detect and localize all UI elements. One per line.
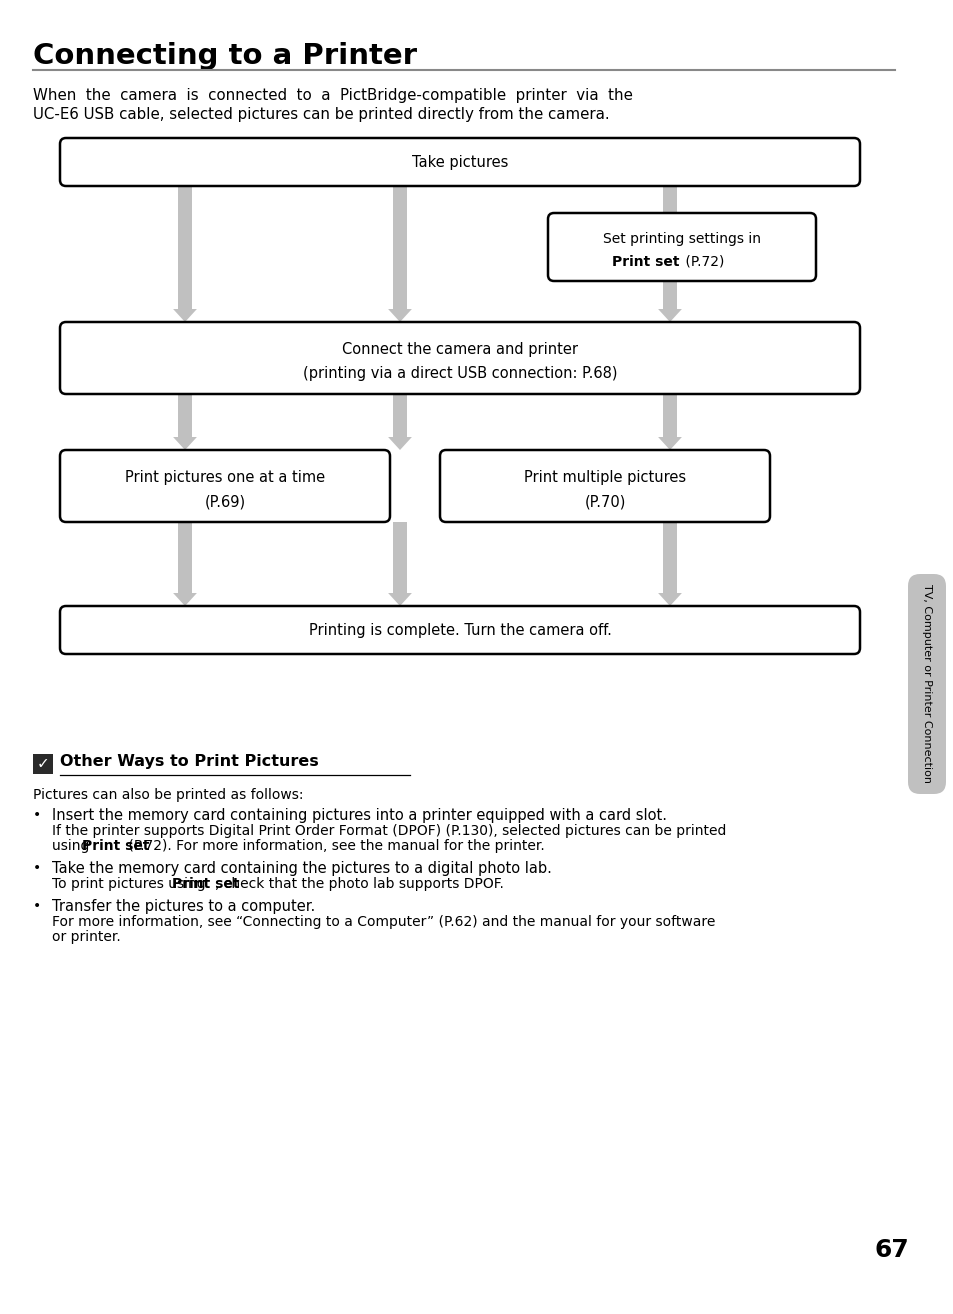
Polygon shape (178, 394, 192, 438)
Text: UC-E6 USB cable, selected pictures can be printed directly from the camera.: UC-E6 USB cable, selected pictures can b… (33, 106, 609, 122)
Text: Connect the camera and printer: Connect the camera and printer (341, 342, 578, 357)
Text: Other Ways to Print Pictures: Other Ways to Print Pictures (60, 754, 318, 769)
FancyBboxPatch shape (60, 606, 859, 654)
Polygon shape (172, 438, 196, 449)
Polygon shape (662, 187, 677, 309)
Polygon shape (658, 438, 681, 449)
Text: ✓: ✓ (36, 757, 50, 771)
Text: , check that the photo lab supports DPOF.: , check that the photo lab supports DPOF… (214, 876, 503, 891)
Text: Pictures can also be printed as follows:: Pictures can also be printed as follows: (33, 788, 303, 802)
Polygon shape (178, 187, 192, 309)
Polygon shape (172, 309, 196, 322)
Text: Transfer the pictures to a computer.: Transfer the pictures to a computer. (52, 899, 314, 915)
Text: Printing is complete. Turn the camera off.: Printing is complete. Turn the camera of… (308, 623, 611, 637)
Text: or printer.: or printer. (52, 930, 121, 943)
Text: •: • (33, 808, 41, 823)
Polygon shape (658, 593, 681, 606)
Text: Connecting to a Printer: Connecting to a Printer (33, 42, 416, 70)
Text: To print pictures using: To print pictures using (52, 876, 210, 891)
Text: •: • (33, 899, 41, 913)
Text: Print set: Print set (172, 876, 239, 891)
Text: Print set: Print set (82, 840, 150, 853)
Text: (P.72). For more information, see the manual for the printer.: (P.72). For more information, see the ma… (124, 840, 544, 853)
FancyBboxPatch shape (547, 213, 815, 281)
Polygon shape (393, 522, 407, 593)
Text: Insert the memory card containing pictures into a printer equipped with a card s: Insert the memory card containing pictur… (52, 808, 666, 823)
Text: •: • (33, 861, 41, 875)
Polygon shape (662, 394, 677, 438)
Text: When  the  camera  is  connected  to  a  PictBridge-compatible  printer  via  th: When the camera is connected to a PictBr… (33, 88, 632, 102)
FancyBboxPatch shape (60, 322, 859, 394)
FancyBboxPatch shape (60, 449, 390, 522)
Text: using: using (52, 840, 93, 853)
Polygon shape (658, 309, 681, 322)
Polygon shape (172, 593, 196, 606)
Polygon shape (393, 394, 407, 438)
Polygon shape (662, 522, 677, 593)
Polygon shape (388, 309, 412, 322)
Text: (P.69): (P.69) (204, 494, 245, 510)
Text: (P.72): (P.72) (680, 255, 723, 269)
Text: Print multiple pictures: Print multiple pictures (523, 470, 685, 485)
Text: Print set: Print set (612, 255, 679, 269)
Text: Take the memory card containing the pictures to a digital photo lab.: Take the memory card containing the pict… (52, 861, 551, 876)
Polygon shape (388, 438, 412, 449)
Text: Print pictures one at a time: Print pictures one at a time (125, 470, 325, 485)
FancyBboxPatch shape (33, 754, 53, 774)
Text: Take pictures: Take pictures (412, 155, 508, 170)
Polygon shape (393, 187, 407, 309)
FancyBboxPatch shape (60, 138, 859, 187)
Text: Set printing settings in: Set printing settings in (602, 231, 760, 246)
FancyBboxPatch shape (439, 449, 769, 522)
Text: If the printer supports Digital Print Order Format (DPOF) (P.130), selected pict: If the printer supports Digital Print Or… (52, 824, 725, 838)
Text: (P.70): (P.70) (583, 494, 625, 510)
Text: For more information, see “Connecting to a Computer” (P.62) and the manual for y: For more information, see “Connecting to… (52, 915, 715, 929)
FancyBboxPatch shape (907, 574, 945, 794)
Text: (printing via a direct USB connection: P.68): (printing via a direct USB connection: P… (302, 367, 617, 381)
Polygon shape (178, 522, 192, 593)
Polygon shape (388, 593, 412, 606)
Text: TV, Computer or Printer Connection: TV, Computer or Printer Connection (921, 585, 931, 783)
Text: 67: 67 (874, 1238, 909, 1261)
